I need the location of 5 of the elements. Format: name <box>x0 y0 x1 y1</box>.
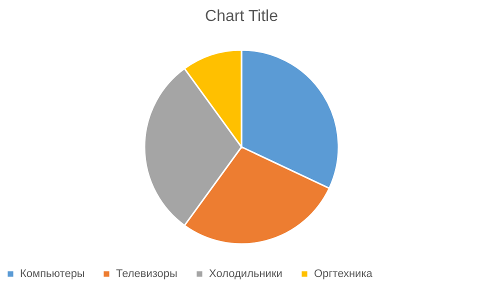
legend-label: Оргтехника <box>314 268 374 280</box>
legend-label: Холодильники <box>209 268 282 280</box>
chart-title: Chart Title <box>205 8 278 25</box>
legend-label: Компьютеры <box>20 268 85 280</box>
legend-label: Телевизоры <box>116 268 178 280</box>
